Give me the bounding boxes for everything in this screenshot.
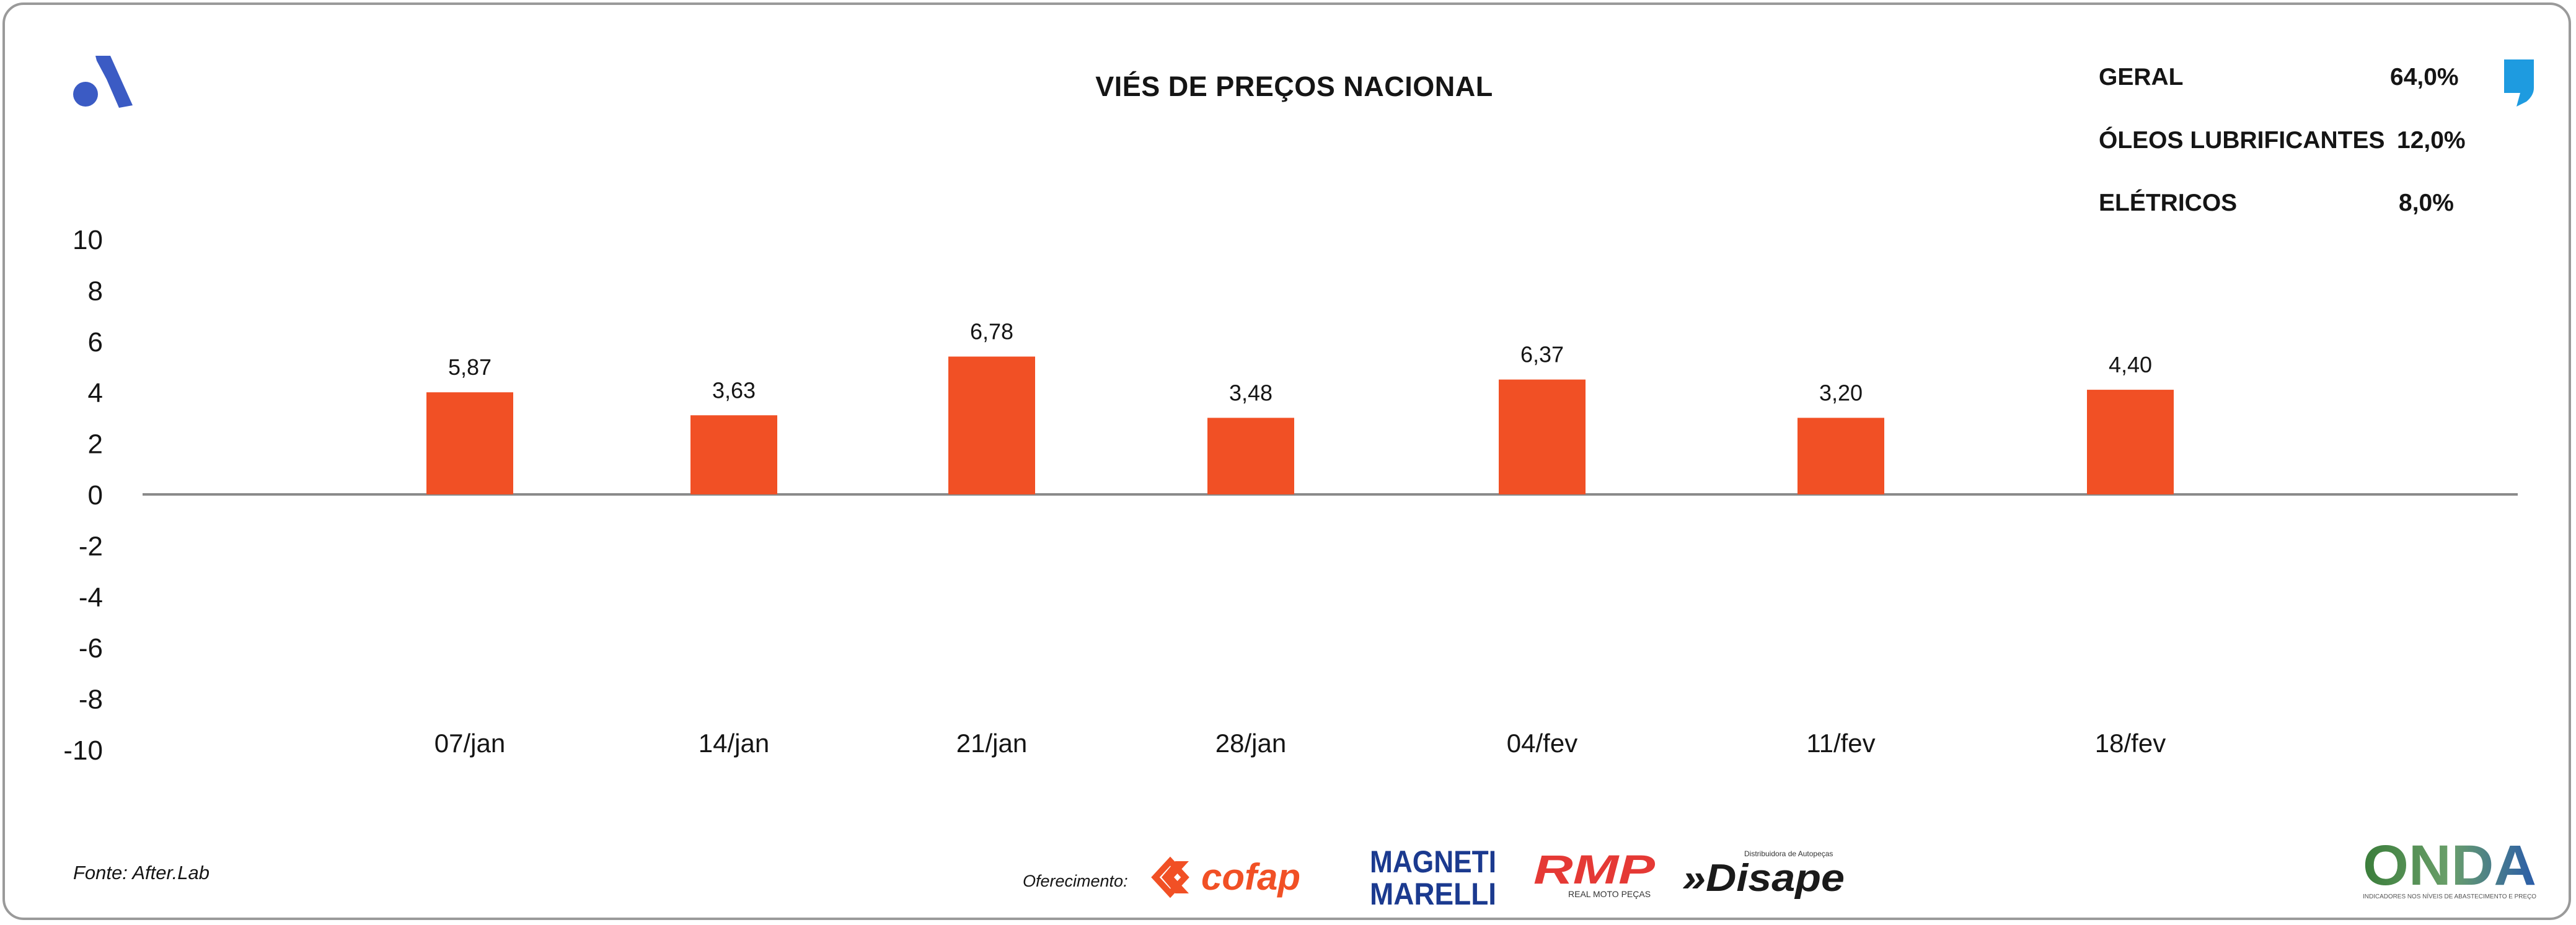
y-tick-label: 10: [73, 225, 103, 255]
y-tick-label: -2: [79, 531, 103, 561]
onda-tagline: INDICADORES NOS NÍVEIS DE ABASTECIMENTO …: [2363, 892, 2536, 900]
y-tick-label: -8: [79, 685, 103, 715]
x-tick-label: 11/fev: [1806, 729, 1875, 758]
y-tick-label: 4: [88, 378, 103, 408]
bar: [2087, 390, 2174, 494]
stat-value-oleos: 12,0%: [2397, 127, 2466, 154]
onda-logo: ONDA INDICADORES NOS NÍVEIS DE ABASTECIM…: [2363, 834, 2536, 900]
bar: [426, 392, 513, 494]
stat-label-oleos: ÓLEOS LUBRIFICANTES: [2099, 127, 2385, 154]
bar: [1797, 418, 1884, 494]
disape-text: »Disape: [1682, 857, 1845, 900]
bar: [1207, 418, 1294, 494]
chart-title: VIÉS DE PREÇOS NACIONAL: [1095, 71, 1493, 102]
y-tick-label: -4: [79, 582, 103, 613]
marelli-text: MARELLI: [1370, 877, 1496, 908]
x-tick-label: 18/fev: [2095, 729, 2166, 758]
stat-label-geral: GERAL: [2099, 64, 2184, 90]
bar-value-label: 6,78: [970, 319, 1013, 344]
y-tick-label: 0: [88, 480, 103, 511]
x-tick-label: 21/jan: [956, 729, 1027, 758]
y-tick-label: 6: [88, 327, 103, 357]
bar: [948, 356, 1035, 494]
bar-value-label: 3,48: [1229, 380, 1273, 405]
brand-a-icon: [73, 56, 133, 108]
source-note: Fonte: After.Lab: [73, 862, 210, 883]
stat-value-geral: 64,0%: [2390, 64, 2459, 90]
bar-chart: 10 8 6 4 2 0 -2 -4 -6 -8 -10 5,87 07/jan 3,63 14/jan 6,…: [63, 225, 2518, 766]
quote-mark-icon: [2504, 59, 2534, 107]
bar-value-label: 6,37: [1520, 342, 1564, 367]
y-tick-label: 2: [88, 429, 103, 460]
bar-value-label: 3,20: [1819, 380, 1863, 405]
stat-value-eletricos: 8,0%: [2399, 190, 2454, 216]
y-tick-label: -10: [63, 735, 103, 766]
rmp-text: RMP: [1533, 848, 1656, 892]
disape-logo: Distribuidora de Autopeças »Disape: [1682, 849, 1845, 900]
y-tick-label: -6: [79, 633, 103, 664]
x-tick-label: 28/jan: [1215, 729, 1286, 758]
bar: [1499, 379, 1586, 494]
stat-label-eletricos: ELÉTRICOS: [2099, 190, 2238, 216]
bar-value-label: 3,63: [712, 377, 756, 403]
x-tick-label: 04/fev: [1507, 729, 1577, 758]
onda-text: ONDA: [2363, 834, 2536, 897]
rmp-tagline: REAL MOTO PEÇAS: [1568, 889, 1651, 899]
magneti-text: MAGNETI: [1370, 844, 1496, 879]
x-tick-label: 07/jan: [434, 729, 505, 758]
cofap-logo: cofap: [1151, 856, 1300, 898]
disape-tagline: Distribuidora de Autopeças: [1744, 849, 1833, 858]
magneti-marelli-logo: MAGNETI MARELLI: [1370, 844, 1496, 908]
bar-value-label: 5,87: [448, 354, 492, 380]
y-tick-label: 8: [88, 276, 103, 306]
bar-value-label: 4,40: [2109, 352, 2152, 377]
bar: [690, 415, 777, 494]
cofap-text: cofap: [1201, 856, 1300, 898]
sponsor-label: Oferecimento:: [1023, 872, 1128, 890]
x-tick-label: 14/jan: [699, 729, 769, 758]
rmp-logo: RMP REAL MOTO PEÇAS: [1533, 848, 1656, 899]
